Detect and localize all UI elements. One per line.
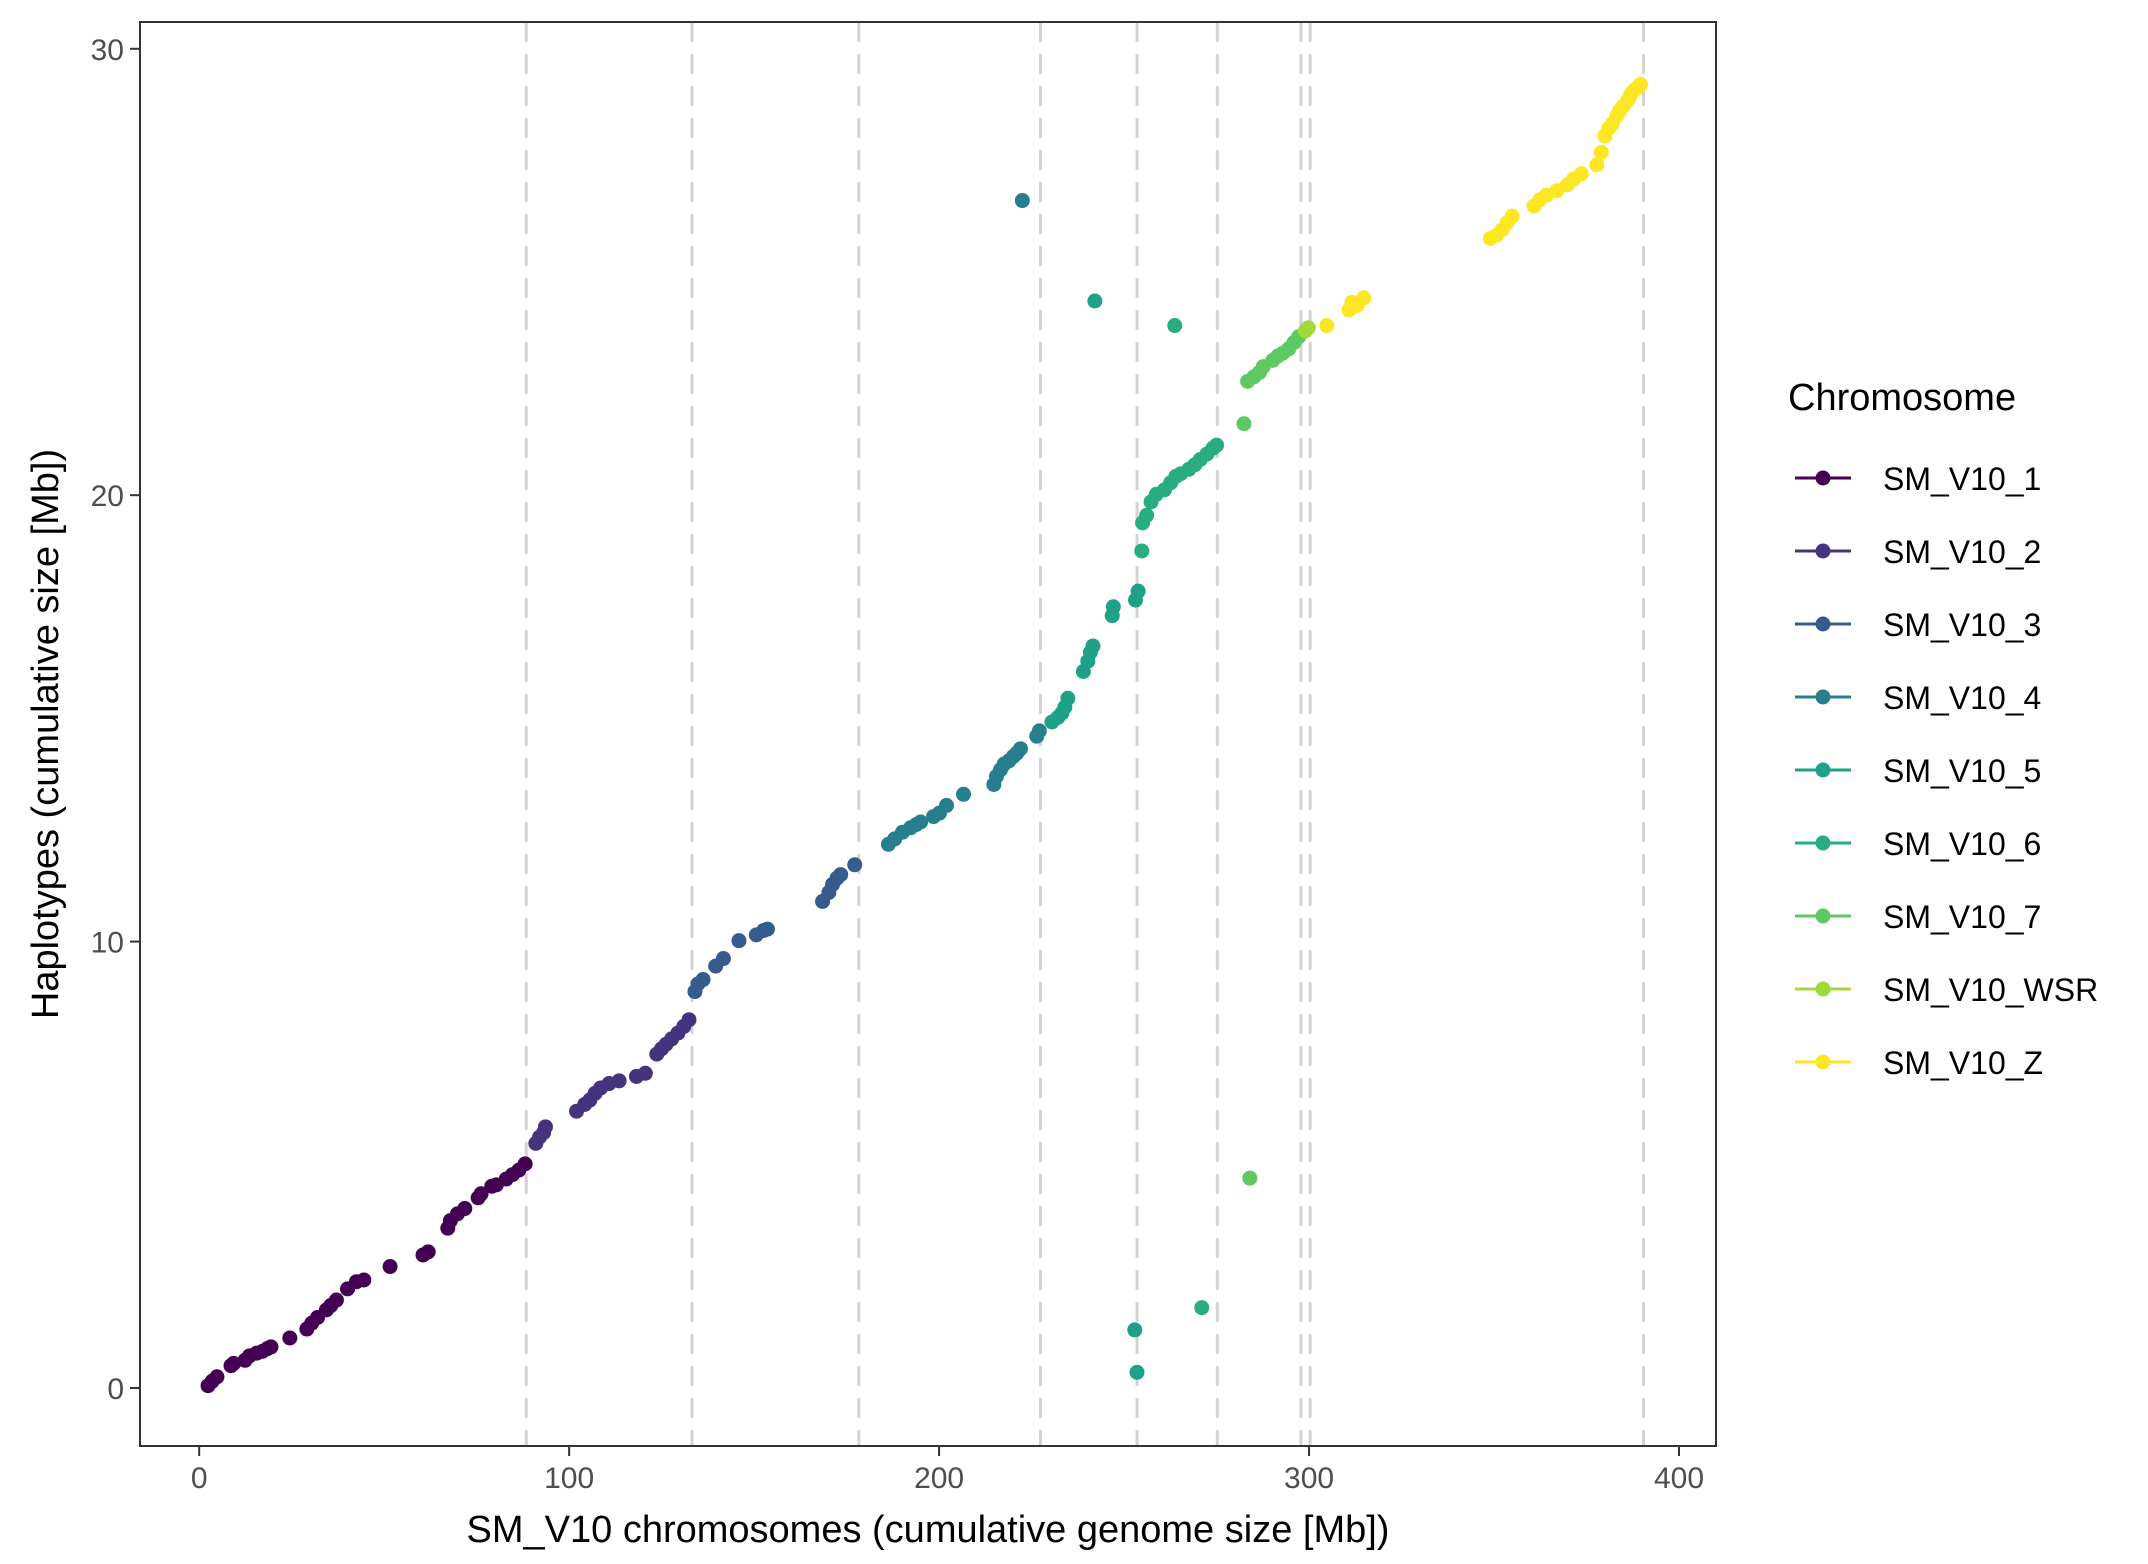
data-point	[356, 1272, 372, 1288]
legend-key-point	[1815, 689, 1831, 705]
data-point	[1167, 318, 1183, 334]
legend-label: SM_V10_2	[1883, 534, 2041, 570]
legend-label: SM_V10_4	[1883, 680, 2041, 716]
data-point	[1105, 599, 1121, 615]
data-point	[1087, 293, 1103, 309]
y-axis-label: Haplotypes (cumulative size [Mb])	[25, 449, 67, 1019]
data-point	[1085, 638, 1101, 654]
x-tick-label: 400	[1654, 1462, 1704, 1495]
data-point	[1242, 1170, 1258, 1186]
data-point	[637, 1065, 653, 1081]
y-tick-label: 30	[91, 34, 124, 67]
data-point	[833, 867, 849, 883]
x-tick-label: 300	[1284, 1462, 1334, 1495]
data-point	[537, 1119, 553, 1135]
data-point	[1236, 416, 1252, 432]
legend-key-point	[1815, 835, 1831, 851]
data-point	[695, 972, 711, 988]
data-point	[1589, 157, 1605, 173]
legend-label: SM_V10_WSR	[1883, 972, 2098, 1008]
data-point	[681, 1012, 697, 1028]
legend-item: SM_V10_WSR	[1795, 972, 2098, 1008]
data-point	[1060, 690, 1076, 706]
y-axis: 0 10 20 30	[91, 34, 140, 1406]
legend-item: SM_V10_7	[1795, 899, 2041, 935]
plot-panel-border	[139, 21, 1717, 1447]
data-point	[282, 1330, 298, 1346]
data-point	[1319, 318, 1335, 334]
legend-key-point	[1815, 616, 1831, 632]
data-point	[759, 921, 775, 937]
legend-label: SM_V10_7	[1883, 899, 2041, 935]
y-tick-label: 20	[91, 480, 124, 513]
data-point	[1573, 166, 1589, 182]
legend-key-point	[1815, 981, 1831, 997]
legend-item: SM_V10_6	[1795, 826, 2041, 862]
data-point	[1593, 144, 1609, 160]
legend-item: SM_V10_4	[1795, 680, 2041, 716]
legend-item: SM_V10_3	[1795, 607, 2041, 643]
data-point	[847, 857, 863, 873]
data-point	[1209, 437, 1225, 453]
data-point	[263, 1339, 279, 1355]
data-point	[1014, 193, 1030, 209]
data-point	[913, 814, 929, 830]
data-point	[1129, 1364, 1145, 1380]
data-point	[1504, 208, 1520, 224]
data-point	[1127, 1322, 1143, 1338]
legend-item: SM_V10_1	[1795, 461, 2041, 497]
data-point	[226, 1355, 242, 1371]
data-point	[956, 786, 972, 802]
chromosome-boundary-lines	[524, 22, 1645, 1446]
data-point	[1012, 741, 1028, 757]
legend-key-point	[1815, 543, 1831, 559]
data-point	[1139, 507, 1155, 523]
legend-item: SM_V10_2	[1795, 534, 2041, 570]
data-point	[517, 1156, 533, 1172]
legend-label: SM_V10_6	[1883, 826, 2041, 862]
data-point	[1356, 290, 1372, 306]
data-point	[382, 1259, 398, 1275]
data-point	[1134, 543, 1150, 559]
legend: Chromosome SM_V10_1 SM_V10_2 SM_V10_3 SM_V1…	[1788, 377, 2098, 1081]
legend-item: SM_V10_5	[1795, 753, 2041, 789]
x-tick-label: 200	[914, 1462, 964, 1495]
legend-key-point	[1815, 908, 1831, 924]
data-point	[1633, 76, 1649, 92]
data-point	[1031, 723, 1047, 739]
legend-item: SM_V10_Z	[1795, 1045, 2043, 1081]
data-point	[715, 951, 731, 967]
x-axis: 0 100 200 300 400	[191, 1446, 1704, 1495]
legend-title: Chromosome	[1788, 377, 2016, 419]
y-tick-label: 0	[107, 1373, 124, 1406]
y-tick-label: 10	[91, 927, 124, 960]
data-point	[731, 933, 747, 949]
data-points	[200, 76, 1649, 1394]
data-point	[457, 1201, 473, 1217]
x-axis-label: SM_V10 chromosomes (cumulative genome si…	[467, 1509, 1390, 1551]
data-point	[328, 1292, 344, 1308]
data-point	[209, 1369, 225, 1385]
legend-label: SM_V10_Z	[1883, 1045, 2043, 1081]
legend-label: SM_V10_3	[1883, 607, 2041, 643]
data-point	[938, 797, 954, 813]
legend-label: SM_V10_1	[1883, 461, 2041, 497]
legend-label: SM_V10_5	[1883, 753, 2041, 789]
data-point	[1130, 583, 1146, 599]
data-point	[611, 1073, 627, 1089]
x-tick-label: 100	[544, 1462, 594, 1495]
legend-key-point	[1815, 1054, 1831, 1070]
data-point	[1194, 1300, 1210, 1316]
data-point	[1300, 320, 1316, 336]
legend-key-point	[1815, 470, 1831, 486]
legend-key-point	[1815, 762, 1831, 778]
x-tick-label: 0	[191, 1462, 208, 1495]
data-point	[473, 1186, 489, 1202]
data-point	[420, 1244, 436, 1260]
